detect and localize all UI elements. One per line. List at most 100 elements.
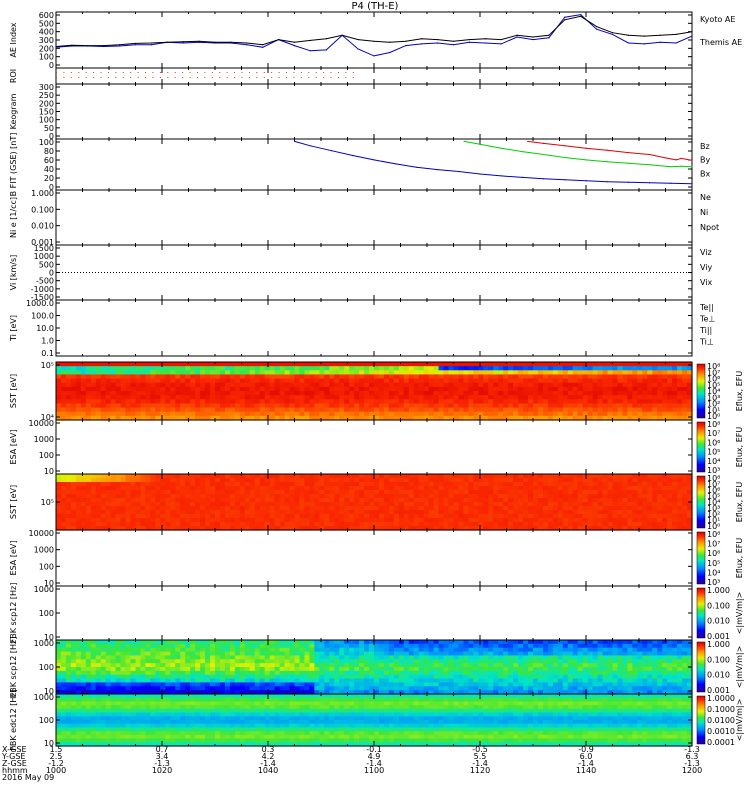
spectrogram-cell	[369, 482, 375, 487]
spectrogram-cell	[80, 370, 87, 376]
spectrogram-cell	[612, 395, 619, 400]
spectrogram-cell	[249, 655, 256, 660]
spectrogram-cell	[130, 478, 137, 483]
y-tick-label: 0.1	[41, 349, 54, 358]
spectrogram-cell	[364, 411, 370, 417]
spectrogram-cell	[359, 514, 365, 519]
spectrogram-cell	[403, 490, 410, 495]
spectrogram-cell	[349, 506, 355, 511]
spectrogram-cell	[95, 403, 102, 409]
spectrogram-cell	[324, 514, 330, 519]
spectrogram-cell	[463, 518, 470, 523]
spectrogram-cell	[175, 670, 181, 676]
spectrogram-cell	[110, 478, 117, 483]
spectrogram-cell	[279, 514, 286, 519]
spectrogram-cell	[513, 478, 519, 483]
spectrogram-cell	[557, 526, 564, 531]
spectrogram-cell	[269, 382, 276, 388]
spectrogram-cell	[200, 643, 206, 649]
spectrogram-cell	[488, 498, 494, 503]
spectrogram-cell	[423, 506, 430, 511]
spectrogram-cell	[354, 370, 360, 376]
spectrogram-cell	[528, 395, 534, 400]
spectrogram-cell	[105, 386, 112, 392]
spectrogram-cell	[175, 366, 181, 371]
spectrogram-cell	[180, 482, 186, 487]
spectrogram-cell	[294, 391, 301, 396]
spectrogram-cell	[632, 378, 638, 384]
spectrogram-cell	[602, 399, 609, 405]
spectrogram-cell	[279, 407, 286, 413]
spectrogram-cell	[413, 386, 420, 392]
spectrogram-cell	[120, 643, 127, 649]
spectrogram-cell	[294, 395, 301, 400]
spectrogram-cell	[224, 686, 231, 691]
spectrogram-cell	[513, 362, 519, 367]
spectrogram-cell	[458, 407, 465, 413]
spectrogram-cell	[234, 510, 241, 515]
spectrogram-cell	[269, 510, 276, 515]
spectrogram-cell	[398, 478, 405, 483]
spectrogram-cell	[279, 399, 286, 405]
spectrogram-cell	[150, 486, 156, 491]
spectrogram-cell	[537, 391, 544, 396]
spectrogram-cell	[637, 490, 643, 495]
spectrogram-cell	[438, 486, 445, 491]
spectrogram-cell	[95, 659, 102, 664]
spectrogram-cell	[234, 382, 241, 388]
spectrogram-cell	[617, 478, 624, 483]
spectrogram-cell	[135, 690, 142, 695]
spectrogram-cell	[219, 366, 226, 371]
spectrogram-cell	[254, 490, 261, 495]
spectrogram-cell	[562, 415, 569, 421]
spectrogram-cell	[239, 486, 246, 491]
spectrogram-cell	[667, 407, 673, 413]
spectrogram-cell	[205, 518, 211, 523]
spectrogram-cell	[508, 478, 514, 483]
spectrogram-cell	[682, 482, 688, 487]
spectrogram-cell	[70, 682, 77, 687]
spectrogram-cell	[234, 506, 241, 511]
spectrogram-cell	[339, 522, 345, 527]
panel-frame-fbk1	[55, 585, 693, 641]
spectrogram-cell	[617, 486, 624, 491]
spectrogram-cell	[56, 366, 62, 371]
spectrogram-cell	[115, 502, 122, 507]
spectrogram-cell	[607, 382, 614, 388]
spectrogram-cell	[383, 399, 390, 405]
spectrogram-cell	[289, 478, 296, 483]
spectrogram-cell	[234, 655, 241, 660]
spectrogram-cell	[369, 498, 375, 503]
spectrogram-cell	[528, 514, 534, 519]
spectrogram-cell	[229, 407, 236, 413]
spectrogram-cell	[349, 498, 355, 503]
spectrogram-cell	[597, 362, 604, 367]
spectrogram-cell	[319, 506, 325, 511]
spectrogram-cell	[110, 686, 117, 691]
spectrogram-cell	[175, 667, 181, 672]
spectrogram-cell	[652, 490, 658, 495]
spectrogram-cell	[259, 378, 266, 384]
spectrogram-cell	[597, 498, 604, 503]
spectrogram-cell	[130, 663, 137, 668]
spectrogram-cell	[597, 482, 604, 487]
spectrogram-cell	[324, 362, 330, 367]
spectrogram-cell	[652, 518, 658, 523]
spectrogram-cell	[155, 395, 161, 400]
spectrogram-cell	[229, 386, 236, 392]
spectrogram-cell	[195, 510, 201, 515]
spectrogram-cell	[130, 382, 137, 388]
spectrogram-cell	[195, 506, 201, 511]
spectrogram-cell	[453, 510, 460, 515]
spectrogram-cell	[319, 522, 325, 527]
spectrogram-cell	[200, 498, 206, 503]
spectrogram-cell	[244, 526, 251, 531]
spectrogram-cell	[523, 518, 529, 523]
spectrogram-cell	[398, 474, 405, 479]
spectrogram-cell	[617, 514, 624, 519]
spectrogram-cell	[249, 514, 256, 519]
spectrogram-cell	[369, 522, 375, 527]
y-tick-label: 250	[39, 91, 54, 100]
spectrogram-cell	[453, 399, 460, 405]
spectrogram-cell	[65, 399, 72, 405]
